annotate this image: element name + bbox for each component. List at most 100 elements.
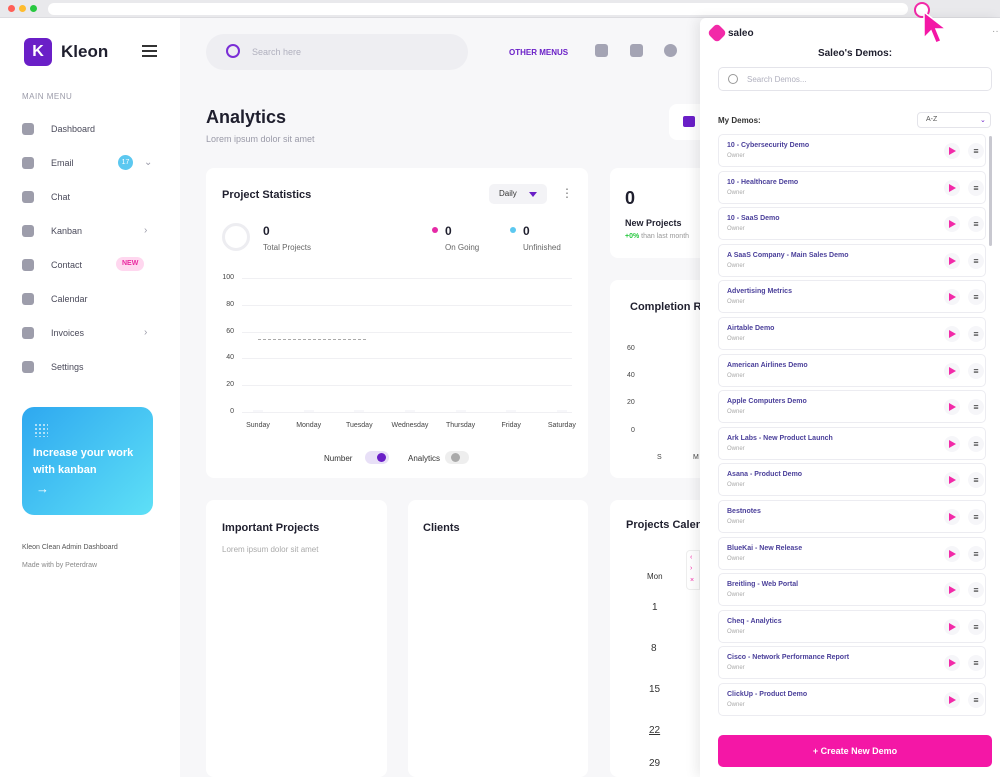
chart-bar[interactable] bbox=[556, 410, 567, 412]
chart-bar[interactable] bbox=[404, 410, 415, 412]
sidebar-item-calendar[interactable]: Calendar bbox=[22, 290, 162, 310]
play-demo-button[interactable] bbox=[944, 179, 960, 196]
chevron-right-icon[interactable]: › bbox=[690, 565, 693, 572]
sidebar-item-settings[interactable]: Settings bbox=[22, 358, 162, 378]
address-bar[interactable] bbox=[48, 3, 908, 15]
play-demo-button[interactable] bbox=[944, 618, 960, 635]
calendar-day[interactable]: 15 bbox=[649, 684, 661, 695]
chart-bar[interactable] bbox=[506, 410, 517, 412]
maximize-window-button[interactable] bbox=[30, 5, 37, 12]
period-select[interactable]: Daily bbox=[489, 184, 547, 204]
calendar-day[interactable]: 1 bbox=[652, 602, 658, 613]
minimize-window-button[interactable] bbox=[19, 5, 26, 12]
demo-list-item[interactable]: 10 - Cybersecurity Demo Owner ≡ bbox=[718, 134, 986, 167]
demo-menu-button[interactable]: ≡ bbox=[968, 692, 984, 708]
create-new-demo-button[interactable]: + Create New Demo bbox=[718, 735, 992, 767]
demo-menu-button[interactable]: ≡ bbox=[968, 362, 984, 379]
bell-icon[interactable] bbox=[595, 44, 608, 57]
calendar-day[interactable]: 29 bbox=[649, 758, 661, 769]
demo-list-item[interactable]: Asana - Product Demo Owner ≡ bbox=[718, 463, 986, 497]
more-options-icon[interactable]: ⋮ bbox=[561, 186, 573, 200]
demo-list-item[interactable]: ClickUp - Product Demo Owner ≡ bbox=[718, 683, 986, 716]
play-demo-button[interactable] bbox=[944, 655, 960, 672]
demo-list-item[interactable]: BlueKai - New Release Owner ≡ bbox=[718, 536, 986, 570]
arrow-right-icon[interactable]: → bbox=[36, 481, 49, 496]
demo-list-item[interactable]: 10 - SaaS Demo Owner ≡ bbox=[718, 207, 986, 241]
demo-menu-button[interactable]: ≡ bbox=[968, 509, 984, 525]
play-demo-button[interactable] bbox=[944, 216, 960, 233]
demo-list-item[interactable]: Ark Labs - New Product Launch Owner ≡ bbox=[718, 426, 986, 460]
play-demo-button[interactable] bbox=[944, 582, 960, 599]
demo-list-item[interactable]: Breitling - Web Portal Owner ≡ bbox=[718, 573, 986, 607]
demo-list-item[interactable]: Advertising Metrics Owner ≡ bbox=[718, 280, 986, 314]
chevron-right-icon[interactable]: › bbox=[144, 225, 148, 236]
demo-menu-button[interactable]: ≡ bbox=[968, 143, 984, 159]
chart-bar[interactable] bbox=[354, 410, 365, 412]
chevron-up-icon[interactable]: ‹ bbox=[690, 554, 693, 561]
demo-menu-button[interactable]: ≡ bbox=[968, 618, 984, 635]
calendar-day[interactable]: 8 bbox=[651, 643, 657, 654]
play-demo-button[interactable] bbox=[944, 472, 960, 489]
demo-menu-button[interactable]: ≡ bbox=[968, 179, 984, 196]
demo-menu-button[interactable]: ≡ bbox=[968, 582, 984, 599]
chevron-right-icon[interactable]: › bbox=[144, 327, 148, 338]
play-demo-button[interactable] bbox=[944, 143, 960, 159]
close-icon[interactable]: × bbox=[690, 577, 695, 584]
search-input[interactable]: Search here bbox=[206, 34, 468, 70]
play-demo-button[interactable] bbox=[944, 289, 960, 306]
play-demo-button[interactable] bbox=[944, 326, 960, 342]
check-circle-icon[interactable] bbox=[664, 44, 677, 57]
demo-list-item[interactable]: Bestnotes Owner ≡ bbox=[718, 500, 986, 533]
demo-menu-button[interactable]: ≡ bbox=[968, 289, 984, 306]
demo-list-item[interactable]: Airtable Demo Owner ≡ bbox=[718, 317, 986, 350]
play-demo-button[interactable] bbox=[944, 252, 960, 269]
demo-list-item[interactable]: 10 - Healthcare Demo Owner ≡ bbox=[718, 170, 986, 204]
chart-bar[interactable] bbox=[253, 410, 263, 412]
sidebar-item-contact[interactable]: Contact NEW bbox=[22, 256, 162, 276]
sidebar-item-kanban[interactable]: Kanban › bbox=[22, 222, 162, 242]
other-menus-link[interactable]: OTHER MENUS bbox=[509, 48, 569, 57]
number-toggle[interactable] bbox=[365, 451, 389, 464]
important-projects-subtitle: Lorem ipsum dolor sit amet bbox=[222, 545, 319, 554]
demo-list-item[interactable]: A SaaS Company - Main Sales Demo Owner ≡ bbox=[718, 243, 986, 277]
play-demo-button[interactable] bbox=[944, 545, 960, 562]
play-demo-button[interactable] bbox=[944, 362, 960, 379]
demo-list-item[interactable]: American Airlines Demo Owner ≡ bbox=[718, 353, 986, 387]
chart-bar[interactable] bbox=[303, 410, 314, 412]
play-demo-button[interactable] bbox=[944, 692, 960, 708]
brand-logo-icon[interactable]: K bbox=[24, 38, 52, 66]
demo-menu-button[interactable]: ≡ bbox=[968, 252, 984, 269]
demo-menu-button[interactable]: ≡ bbox=[968, 216, 984, 233]
demo-search-input[interactable]: Search Demos... bbox=[718, 67, 992, 91]
demo-menu-button[interactable]: ≡ bbox=[968, 399, 984, 416]
more-icon[interactable]: ·· bbox=[992, 26, 999, 37]
hamburger-menu-icon[interactable] bbox=[142, 45, 157, 57]
demo-menu-button[interactable]: ≡ bbox=[968, 435, 984, 452]
calendar-day[interactable]: 22 bbox=[649, 725, 661, 736]
demo-menu-button[interactable]: ≡ bbox=[968, 655, 984, 672]
analytics-toggle[interactable] bbox=[445, 451, 469, 464]
sidebar-item-email[interactable]: Email 17 ⌄ bbox=[22, 154, 162, 174]
demo-list-item[interactable]: Cheq - Analytics Owner ≡ bbox=[718, 609, 986, 643]
panel-side-tab[interactable]: ‹ › × bbox=[686, 550, 700, 590]
demo-menu-button[interactable]: ≡ bbox=[968, 545, 984, 562]
demo-list-item[interactable]: Cisco - Network Performance Report Owner ≡ bbox=[718, 646, 986, 680]
sidebar-item-invoices[interactable]: Invoices › bbox=[22, 324, 162, 344]
sidebar-item-dashboard[interactable]: Dashboard bbox=[22, 120, 162, 140]
sidebar-item-chat[interactable]: Chat bbox=[22, 188, 162, 208]
close-window-button[interactable] bbox=[8, 5, 15, 12]
demo-list[interactable]: 10 - Cybersecurity Demo Owner ≡ 10 - Health… bbox=[718, 134, 988, 724]
demo-list-item[interactable]: Apple Computers Demo Owner ≡ bbox=[718, 390, 986, 424]
demo-list-scrollbar[interactable] bbox=[989, 136, 992, 246]
play-demo-button[interactable] bbox=[944, 399, 960, 416]
play-demo-button[interactable] bbox=[944, 435, 960, 452]
sort-select[interactable]: A-Z ⌄ bbox=[917, 112, 991, 128]
chevron-down-icon[interactable]: ⌄ bbox=[144, 157, 153, 168]
demo-menu-button[interactable]: ≡ bbox=[968, 326, 984, 342]
briefcase-icon[interactable] bbox=[630, 44, 643, 57]
play-demo-button[interactable] bbox=[944, 509, 960, 525]
brand-name[interactable]: Kleon bbox=[61, 42, 109, 61]
kanban-promo-card[interactable]: Increase your work with kanban → bbox=[22, 407, 153, 515]
demo-menu-button[interactable]: ≡ bbox=[968, 472, 984, 489]
chart-bar[interactable] bbox=[455, 410, 466, 412]
